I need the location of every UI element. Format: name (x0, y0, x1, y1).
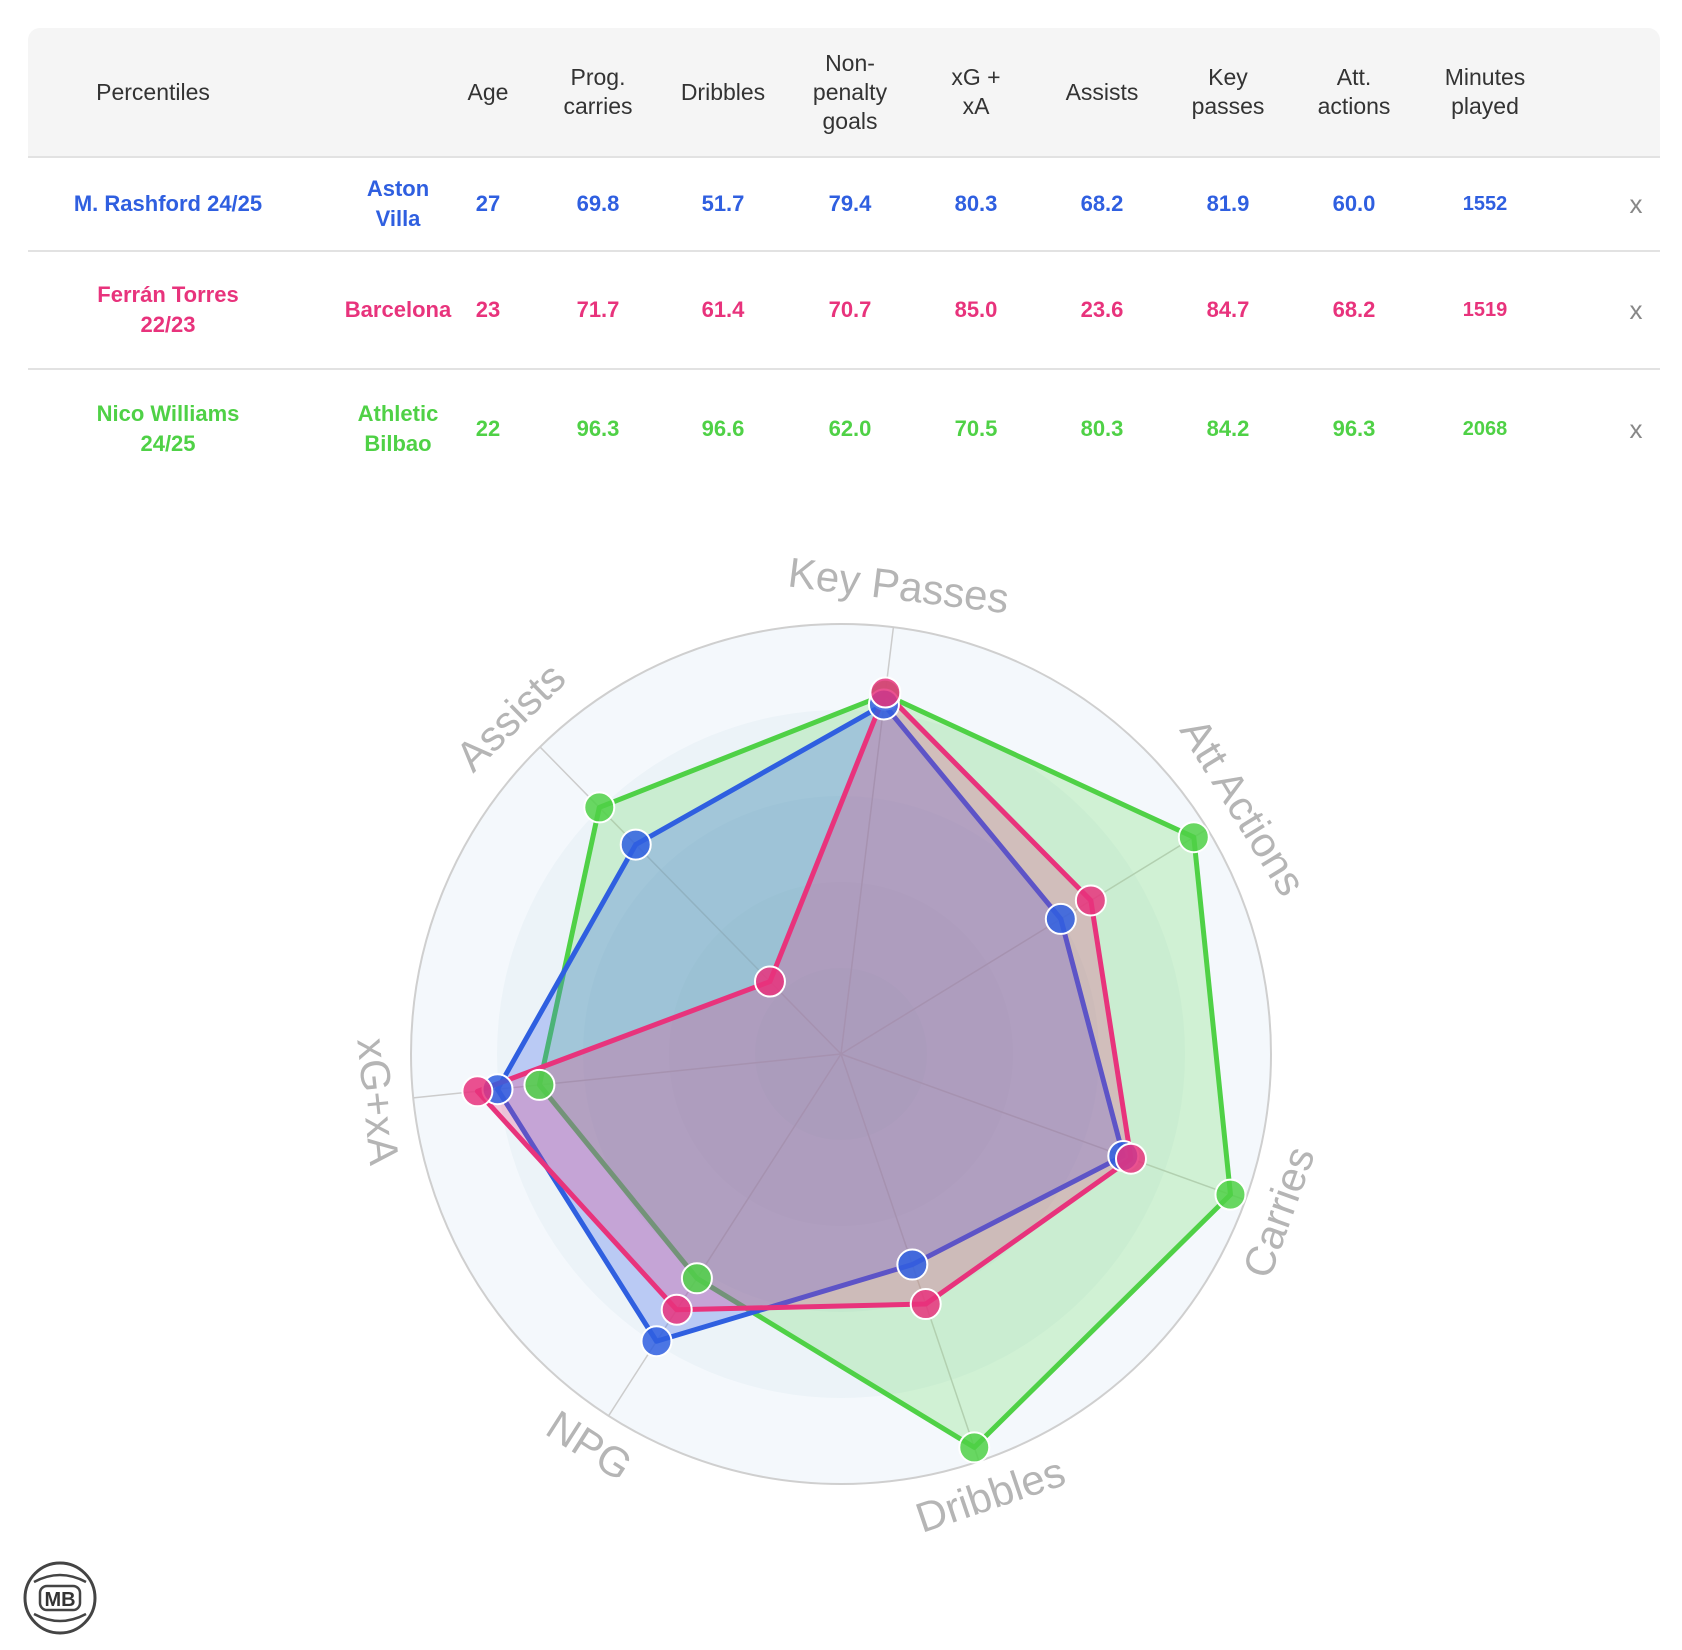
xgxa-value: 85.0 (954, 297, 998, 322)
age-value: 23 (475, 297, 501, 322)
header-key-passes: Key passes (1191, 64, 1265, 119)
assists-value: 80.3 (1080, 416, 1124, 441)
radar-point (660, 1293, 693, 1326)
header-att-actions: Att. actions (1317, 64, 1391, 119)
header-npg: Non-penalty goals (812, 49, 888, 134)
table-row: M. Rashford 24/25 Aston Villa 27 69.8 51.… (28, 158, 1660, 252)
radar-point (1044, 902, 1077, 935)
radar-point (909, 1288, 942, 1321)
radar-point (1214, 1178, 1247, 1211)
header-dribbles: Dribbles (680, 78, 766, 105)
npg-value: 62.0 (828, 416, 872, 441)
player-name: Nico Williams 24/25 (96, 401, 240, 456)
dribbles-value: 51.7 (701, 191, 745, 216)
header-assists: Assists (1065, 78, 1139, 105)
radar-point (896, 1248, 929, 1281)
att-actions-value: 68.2 (1332, 297, 1376, 322)
prog-carries-value: 71.7 (576, 297, 620, 322)
header-age: Age (467, 78, 509, 105)
age-value: 22 (475, 416, 501, 441)
radar-chart: Key Passes Att Actions Carries Dribbles NPG x… (0, 520, 1682, 1542)
team-name: Barcelona (344, 297, 452, 322)
radar-axis-label: xG+xA (348, 1036, 408, 1167)
dribbles-value: 61.4 (701, 297, 745, 322)
remove-row-button[interactable]: x (1629, 188, 1643, 219)
prog-carries-value: 69.8 (576, 191, 620, 216)
radar-axis-label: Key Passes (786, 549, 1012, 623)
header-percentiles: Percentiles (96, 78, 210, 105)
age-value: 27 (475, 191, 501, 216)
radar-spoke (607, 1053, 842, 1417)
radar-point (523, 1068, 556, 1101)
radar-point (640, 1325, 673, 1358)
header-prog-carries: Prog. carries (563, 64, 633, 119)
att-actions-value: 60.0 (1332, 191, 1376, 216)
radar-point (461, 1075, 494, 1108)
table-row: Ferrán Torres 22/23 Barcelona 23 71.7 61.… (28, 252, 1660, 370)
radar-spoke (840, 1053, 1246, 1201)
player-name: Ferrán Torres 22/23 (97, 282, 239, 337)
table-row: Nico Williams 24/25 Athletic Bilbao 22 96.… (28, 370, 1660, 488)
header-xgxa: xG + xA (951, 64, 1001, 119)
xgxa-value: 70.5 (954, 416, 998, 441)
radar-point (1114, 1142, 1147, 1175)
table-header: Percentiles Age Prog. carries Dribbles No… (28, 28, 1660, 158)
team-name: Athletic Bilbao (357, 401, 439, 456)
xgxa-value: 80.3 (954, 191, 998, 216)
key-passes-value: 84.7 (1206, 297, 1250, 322)
minutes-value: 2068 (1462, 418, 1508, 440)
radar-point (1177, 821, 1210, 854)
header-minutes: Minutes played (1444, 64, 1526, 119)
radar-series-area (495, 701, 1126, 1344)
team-name: Aston Villa (366, 176, 430, 231)
key-passes-value: 84.2 (1206, 416, 1250, 441)
prog-carries-value: 96.3 (576, 416, 620, 441)
key-passes-value: 81.9 (1206, 191, 1250, 216)
radar-point (958, 1431, 991, 1464)
radar-series-area (474, 690, 1134, 1313)
npg-value: 79.4 (828, 191, 872, 216)
assists-value: 68.2 (1080, 191, 1124, 216)
remove-row-button[interactable]: x (1629, 294, 1643, 325)
player-name: M. Rashford 24/25 (73, 191, 263, 216)
radar-point (680, 1262, 713, 1295)
assists-value: 23.6 (1080, 297, 1124, 322)
npg-value: 70.7 (828, 297, 872, 322)
radar-spoke (840, 828, 1208, 1055)
percentiles-table: Percentiles Age Prog. carries Dribbles No… (28, 28, 1660, 488)
radar-point (753, 965, 786, 998)
minutes-value: 1552 (1462, 193, 1508, 215)
att-actions-value: 96.3 (1332, 416, 1376, 441)
remove-row-button[interactable]: x (1629, 413, 1643, 444)
radar-point (583, 791, 616, 824)
radar-point (869, 676, 902, 709)
logo-text: MB (44, 1589, 75, 1611)
radar-point (619, 828, 652, 861)
ball-logo-icon: MB (22, 1560, 98, 1636)
radar-series-area (536, 692, 1233, 1450)
minutes-value: 1519 (1462, 299, 1508, 321)
radar-point (1074, 884, 1107, 917)
dribbles-value: 96.6 (701, 416, 745, 441)
